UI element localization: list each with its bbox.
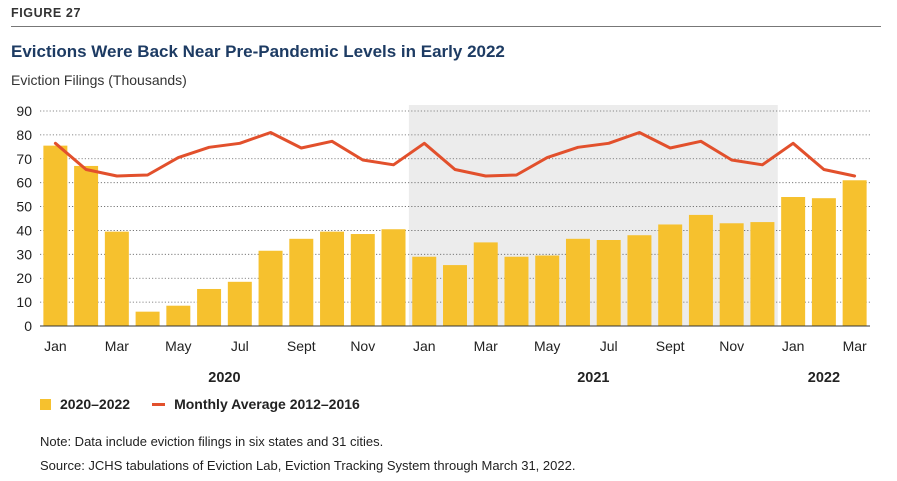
bar xyxy=(258,250,283,326)
x-tick-label: Jan xyxy=(782,338,805,354)
bar xyxy=(688,214,713,326)
y-tick-label: 20 xyxy=(16,270,32,286)
legend-bar-swatch xyxy=(40,398,51,410)
bar xyxy=(74,165,99,326)
bar xyxy=(135,311,160,326)
y-axis-title: Eviction Filings (Thousands) xyxy=(11,72,187,88)
y-tick-label: 70 xyxy=(16,151,32,167)
bar xyxy=(43,145,68,326)
bar xyxy=(381,229,406,326)
y-tick-label: 40 xyxy=(16,222,32,238)
bar xyxy=(658,224,683,326)
x-tick-label: Sept xyxy=(287,338,316,354)
bar xyxy=(473,242,498,326)
bar xyxy=(166,305,191,326)
bar xyxy=(227,281,252,326)
header-rule xyxy=(11,26,881,27)
x-tick-label: Mar xyxy=(843,338,867,354)
y-tick-label: 80 xyxy=(16,127,32,143)
bar xyxy=(504,256,529,326)
bar xyxy=(289,238,314,326)
legend-bar-label: 2020–2022 xyxy=(60,396,131,412)
y-tick-label: 50 xyxy=(16,199,32,215)
x-tick-label: Mar xyxy=(105,338,129,354)
x-tick-label: Mar xyxy=(474,338,498,354)
x-tick-label: May xyxy=(534,338,560,354)
average-line xyxy=(53,131,857,178)
legend-line-label: Monthly Average 2012–2016 xyxy=(174,396,360,412)
bar xyxy=(596,240,621,326)
x-tick-label: Nov xyxy=(719,338,744,354)
legend-item-bars: 2020–2022 xyxy=(40,396,130,412)
bar xyxy=(412,256,437,326)
legend-item-line: Monthly Average 2012–2016 xyxy=(152,396,360,412)
bar xyxy=(565,238,590,326)
bar xyxy=(627,235,652,326)
bar xyxy=(350,234,375,326)
shaded-band-2021 xyxy=(408,105,778,326)
bar xyxy=(535,255,560,326)
figure-label: FIGURE 27 xyxy=(11,6,81,20)
bar xyxy=(719,223,744,326)
x-tick-label: Sept xyxy=(656,338,685,354)
legend-line-swatch xyxy=(152,402,166,406)
x-tick-label: Jan xyxy=(413,338,436,354)
bar xyxy=(320,231,345,326)
year-label: 2022 xyxy=(808,370,840,386)
bar xyxy=(811,198,836,326)
bar xyxy=(750,222,775,326)
x-tick-label: Jul xyxy=(231,338,249,354)
bar xyxy=(781,197,806,326)
year-label: 2021 xyxy=(577,370,609,386)
year-label: 2020 xyxy=(208,370,240,386)
eviction-chart: 0 10 20 30 40 50 60 70 80 90 Jan Mar May Jul Sept Nov Ja… xyxy=(16,103,870,386)
x-tick-label: Jan xyxy=(44,338,67,354)
source-note: Source: JCHS tabulations of Eviction Lab… xyxy=(40,458,576,473)
x-tick-label: Jul xyxy=(600,338,618,354)
legend: 2020–2022 Monthly Average 2012–2016 xyxy=(40,396,382,412)
footnote: Note: Data include eviction filings in s… xyxy=(40,434,384,449)
y-tick-label: 90 xyxy=(16,103,32,119)
bar xyxy=(443,265,467,326)
y-tick-label: 0 xyxy=(24,318,32,334)
x-tick-label: May xyxy=(165,338,191,354)
y-tick-label: 60 xyxy=(16,175,32,191)
bar xyxy=(197,288,222,326)
y-tick-label: 10 xyxy=(16,294,32,310)
chart-title: Evictions Were Back Near Pre-Pandemic Le… xyxy=(11,42,505,61)
bar xyxy=(104,231,129,326)
y-tick-label: 30 xyxy=(16,246,32,262)
bar xyxy=(842,180,867,326)
x-tick-label: Nov xyxy=(350,338,375,354)
